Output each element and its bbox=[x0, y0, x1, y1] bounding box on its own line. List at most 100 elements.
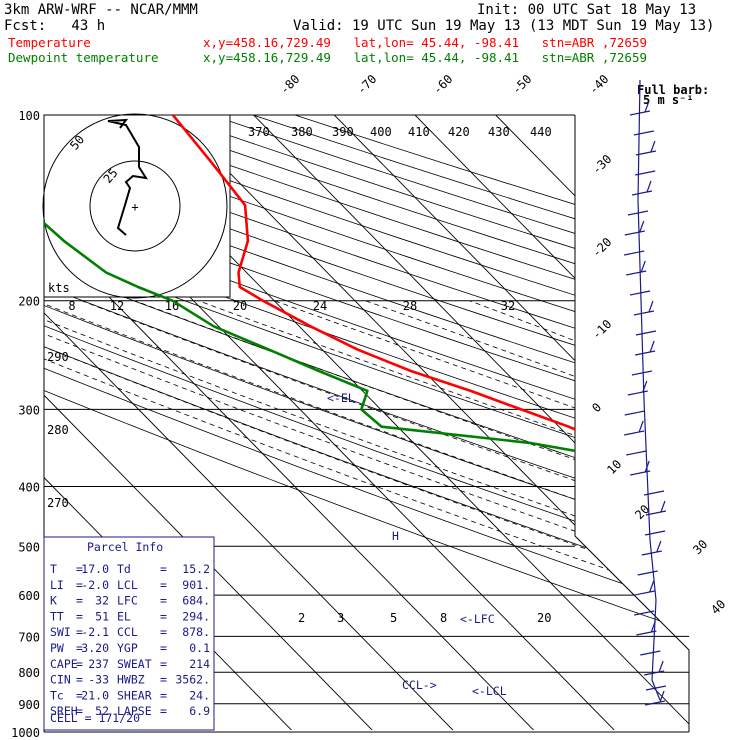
hodograph-speed-label: 28 bbox=[403, 299, 417, 313]
wind-barb-flag bbox=[644, 100, 650, 113]
isotherm-label: -60 bbox=[430, 72, 455, 97]
wind-barb bbox=[629, 290, 651, 296]
parcel-value: 0.1 bbox=[189, 641, 210, 655]
parcel-label: K bbox=[50, 594, 57, 608]
dry-adiabat-line bbox=[44, 115, 689, 730]
wind-barb bbox=[643, 670, 665, 676]
wind-barb bbox=[624, 430, 645, 436]
pressure-label: 100 bbox=[18, 109, 40, 123]
init-time: Init: 00 UTC Sat 18 May 13 bbox=[477, 2, 697, 18]
wind-barb bbox=[626, 450, 647, 456]
dry-adiabat-line bbox=[294, 115, 689, 730]
mixing-ratio-label: 3 bbox=[337, 611, 344, 625]
parcel-value: 17.0 bbox=[81, 562, 109, 576]
parcel-value: 3562. bbox=[175, 673, 210, 687]
temperature-profile-line bbox=[171, 115, 689, 720]
parcel-value: 24. bbox=[189, 688, 210, 702]
wind-barb bbox=[624, 410, 645, 416]
parcel-eq: = bbox=[76, 594, 83, 608]
wind-barb bbox=[634, 590, 655, 596]
hodograph-unit-label: kts bbox=[48, 281, 70, 295]
theta-label: 410 bbox=[408, 125, 430, 139]
wind-barb bbox=[645, 510, 667, 516]
parcel-label: YGP bbox=[117, 641, 138, 655]
parcel-label: PW bbox=[50, 641, 64, 655]
parcel-eq: = bbox=[76, 673, 83, 687]
parcel-label: SWI bbox=[50, 625, 71, 639]
parcel-eq: = bbox=[76, 625, 83, 639]
pressure-label: 500 bbox=[18, 540, 40, 554]
wind-barb-flag bbox=[650, 140, 656, 153]
dewpoint-profile-line bbox=[44, 115, 689, 719]
parcel-eq: = bbox=[160, 594, 167, 608]
parcel-label: SHEAR bbox=[117, 688, 152, 702]
parcel-eq: = bbox=[160, 578, 167, 592]
parcel-value: 52 bbox=[95, 704, 109, 718]
parcel-eq: = bbox=[160, 641, 167, 655]
parcel-eq: = bbox=[76, 657, 83, 671]
theta-label: 390 bbox=[332, 125, 354, 139]
level-marker: <-LCL bbox=[472, 684, 507, 698]
parcel-value: 878. bbox=[182, 625, 210, 639]
parcel-value: 294. bbox=[182, 609, 210, 623]
parcel-label: LFC bbox=[117, 594, 138, 608]
wind-barb-flag bbox=[642, 380, 648, 393]
dry-adiabat-line bbox=[169, 115, 689, 730]
moist-adiabat-line bbox=[469, 300, 689, 730]
valid-time: Valid: 19 UTC Sun 19 May 13 (13 MDT Sun … bbox=[293, 18, 715, 34]
dewpoint-legend: Dewpoint temperature bbox=[8, 50, 159, 65]
hodograph-ring bbox=[42, 113, 228, 299]
moist-adiabat-line bbox=[573, 300, 689, 730]
parcel-value: 15.2 bbox=[182, 562, 210, 576]
isotherm-label: -70 bbox=[354, 72, 379, 97]
theta-label: 380 bbox=[291, 125, 313, 139]
temperature-legend: Temperature bbox=[8, 35, 91, 50]
wind-barb bbox=[623, 250, 645, 256]
parcel-value: 214 bbox=[189, 657, 210, 671]
pressure-label: 700 bbox=[18, 630, 40, 644]
theta-label: 420 bbox=[448, 125, 470, 139]
parcel-value: 237 bbox=[88, 657, 109, 671]
dry-adiabat-line bbox=[44, 115, 689, 730]
wind-key-scale: 5 m s⁻¹ bbox=[643, 93, 694, 107]
mixing-ratio-label: 20 bbox=[537, 611, 551, 625]
dry-adiabat-line bbox=[44, 115, 689, 730]
wind-barb bbox=[641, 550, 662, 556]
isotherm-line bbox=[576, 115, 689, 730]
wind-barb-flag bbox=[659, 690, 665, 703]
pressure-label: 300 bbox=[18, 403, 40, 417]
parcel-value: 684. bbox=[182, 594, 210, 608]
parcel-value: 6.9 bbox=[189, 704, 210, 718]
level-marker: <-EL bbox=[327, 391, 355, 405]
parcel-label: T bbox=[50, 562, 57, 576]
hodograph-center-mark: + bbox=[131, 200, 138, 214]
wind-staff-line bbox=[637, 79, 661, 701]
parcel-label: Tc bbox=[50, 688, 64, 702]
wind-barb bbox=[626, 270, 647, 276]
wind-barb-flag bbox=[644, 460, 650, 473]
frame-right bbox=[574, 115, 690, 732]
hodograph-trace bbox=[107, 118, 149, 236]
theta-label-lower: 280 bbox=[47, 423, 69, 437]
isotherm-line bbox=[253, 115, 689, 730]
moist-adiabat-line bbox=[44, 300, 689, 730]
wind-barb bbox=[631, 370, 653, 376]
wind-barb bbox=[645, 685, 667, 691]
wind-barb bbox=[633, 130, 654, 136]
parcel-eq: = bbox=[76, 578, 83, 592]
parcel-value: 21.0 bbox=[81, 688, 109, 702]
pressure-label: 200 bbox=[18, 295, 40, 309]
theta-label-lower: 290 bbox=[47, 350, 69, 364]
pressure-label: 600 bbox=[18, 589, 40, 603]
moist-adiabat-line bbox=[81, 300, 689, 730]
wind-barb bbox=[633, 310, 655, 316]
isotherm-label: -50 bbox=[509, 72, 534, 97]
isotherm-label: 0 bbox=[589, 400, 604, 415]
isotherm-line bbox=[44, 115, 388, 730]
wind-barb bbox=[640, 650, 661, 656]
parcel-label: Td bbox=[117, 562, 131, 576]
parcel-eq: = bbox=[160, 704, 167, 718]
isotherm-label: 40 bbox=[708, 597, 728, 617]
moist-adiabat-line bbox=[44, 300, 689, 730]
